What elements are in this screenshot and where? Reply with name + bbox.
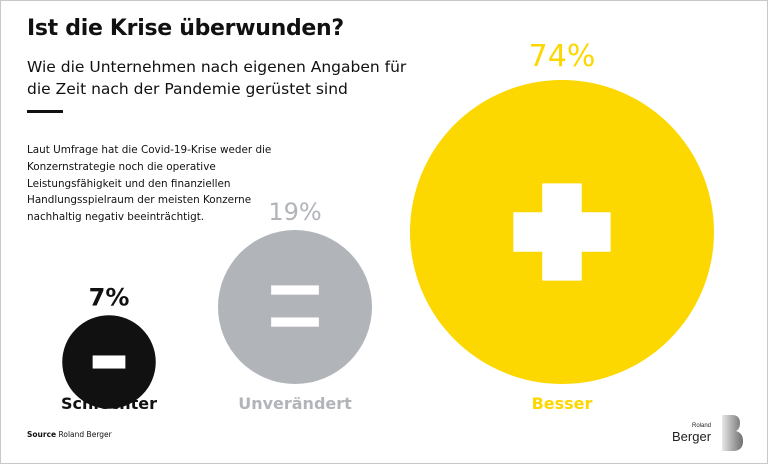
chart-subtitle: Wie die Unternehmen nach eigenen Angaben… xyxy=(27,58,407,98)
category-label-unverändert: Unverändert xyxy=(238,394,352,413)
minus-icon xyxy=(92,355,126,369)
title-divider xyxy=(27,110,63,113)
value-label-unverändert: 19% xyxy=(268,198,321,226)
roland-berger-logo: Roland Berger xyxy=(672,413,744,453)
logo-text-small: Roland xyxy=(692,423,712,429)
logo-text-large: Berger xyxy=(672,429,712,444)
source-note: Source Roland Berger xyxy=(27,430,112,439)
plus-icon-horizontal xyxy=(513,212,611,252)
equals-icon-bottom xyxy=(271,317,319,327)
logo-b-mark-icon xyxy=(722,415,743,451)
value-label-besser: 74% xyxy=(529,39,596,74)
source-value: Roland Berger xyxy=(58,430,112,439)
category-label-schlechter: Schlechter xyxy=(61,394,157,413)
chart-title: Ist die Krise überwunden? xyxy=(27,16,344,41)
equals-icon-top xyxy=(271,285,319,295)
bubble-unverändert xyxy=(217,229,373,384)
value-label-schlechter: 7% xyxy=(89,283,130,311)
source-label: Source xyxy=(27,430,57,439)
category-label-besser: Besser xyxy=(532,394,593,413)
description-text: Laut Umfrage hat die Covid-19-Krise wede… xyxy=(27,144,272,224)
